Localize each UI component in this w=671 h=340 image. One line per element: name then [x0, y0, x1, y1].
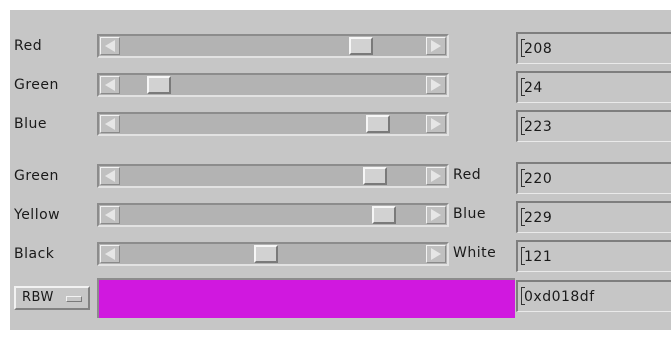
scroll-right-arrow-icon[interactable] [426, 37, 446, 55]
hex-value-field[interactable]: 0xd018df [516, 280, 671, 312]
green-red-slider-thumb[interactable] [362, 167, 387, 185]
red-label: Red [14, 38, 43, 54]
black-white-slider[interactable] [97, 242, 449, 266]
scroll-left-arrow-icon[interactable] [100, 206, 120, 224]
text-cursor [521, 208, 525, 226]
black-white-value-field[interactable]: 121 [516, 240, 671, 272]
blue-row: Blue 223 [10, 110, 671, 142]
hex-value-text: 0xd018df [524, 289, 595, 305]
text-cursor [521, 247, 525, 265]
blue-value-field[interactable]: 223 [516, 110, 671, 142]
black-white-row: Black White 121 [10, 240, 671, 272]
text-cursor [521, 169, 525, 187]
yellow-blue-right-label: Blue [453, 206, 486, 222]
green-red-left-label: Green [14, 168, 59, 184]
black-white-right-label: White [453, 245, 497, 261]
black-white-slider-thumb[interactable] [253, 245, 278, 263]
green-label: Green [14, 77, 59, 93]
blue-slider[interactable] [97, 112, 449, 136]
green-row: Green 24 [10, 71, 671, 103]
scroll-right-arrow-icon[interactable] [426, 167, 446, 185]
red-slider[interactable] [97, 34, 449, 58]
blue-label: Blue [14, 116, 47, 132]
scroll-right-arrow-icon[interactable] [426, 76, 446, 94]
scroll-left-arrow-icon[interactable] [100, 115, 120, 133]
green-slider-thumb[interactable] [147, 76, 172, 94]
yellow-blue-slider-thumb[interactable] [372, 206, 397, 224]
color-model-option-button[interactable]: RBW [14, 286, 90, 310]
black-white-value-text: 121 [524, 249, 553, 265]
red-row: Red 208 [10, 32, 671, 64]
red-value-field[interactable]: 208 [516, 32, 671, 64]
green-red-row: Green Red 220 [10, 162, 671, 194]
green-red-slider[interactable] [97, 164, 449, 188]
red-value-text: 208 [524, 41, 553, 57]
green-slider[interactable] [97, 73, 449, 97]
scroll-left-arrow-icon[interactable] [100, 245, 120, 263]
black-white-left-label: Black [14, 246, 55, 262]
green-red-right-label: Red [453, 167, 482, 183]
green-value-field[interactable]: 24 [516, 71, 671, 103]
scroll-right-arrow-icon[interactable] [426, 245, 446, 263]
text-cursor [521, 117, 525, 135]
scroll-left-arrow-icon[interactable] [100, 76, 120, 94]
blue-slider-thumb[interactable] [365, 115, 390, 133]
text-cursor [521, 287, 525, 305]
green-red-value-text: 220 [524, 171, 553, 187]
scroll-right-arrow-icon[interactable] [426, 206, 446, 224]
yellow-blue-slider[interactable] [97, 203, 449, 227]
yellow-blue-value-field[interactable]: 229 [516, 201, 671, 233]
yellow-blue-row: Yellow Blue 229 [10, 201, 671, 233]
scroll-right-arrow-icon[interactable] [426, 115, 446, 133]
yellow-blue-left-label: Yellow [14, 207, 61, 223]
green-value-text: 24 [524, 80, 543, 96]
color-preview-swatch [97, 278, 515, 318]
option-menu-indicator-icon [66, 296, 82, 302]
color-model-label: RBW [22, 290, 54, 305]
text-cursor [521, 39, 525, 57]
red-slider-thumb[interactable] [349, 37, 374, 55]
yellow-blue-value-text: 229 [524, 210, 553, 226]
color-picker-panel: Red 208 Green 24 Blue [10, 10, 671, 330]
scroll-left-arrow-icon[interactable] [100, 167, 120, 185]
blue-value-text: 223 [524, 119, 553, 135]
text-cursor [521, 78, 525, 96]
green-red-value-field[interactable]: 220 [516, 162, 671, 194]
scroll-left-arrow-icon[interactable] [100, 37, 120, 55]
